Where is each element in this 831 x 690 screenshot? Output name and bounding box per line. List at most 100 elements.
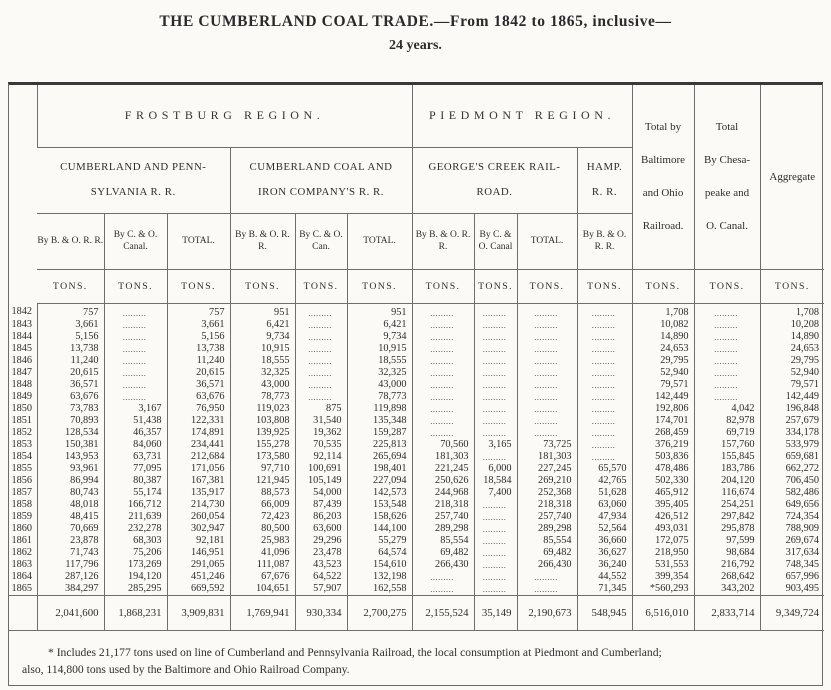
data-cell: 71,743 [36,546,104,559]
data-cell: 162,558 [346,582,413,595]
year-cell: 1858 [11,498,33,510]
empty-cell: ......... [693,342,761,355]
col-header-cci-total: TOTAL. [346,213,413,270]
empty-cell: ......... [473,366,518,379]
table-row: 1849 63,676......... 63,676 78,773.........… [9,390,825,403]
empty-cell: ......... [576,402,633,415]
data-cell: 7,400 [473,486,518,499]
data-cell: 649,656 [759,498,825,511]
empty-cell: ......... [473,303,518,319]
table-row: 1847 20,615......... 20,615 32,325.........… [9,366,825,379]
empty-cell: ......... [693,390,761,403]
table-body: 1842 757......... 757 951......... 951......… [9,303,825,595]
data-cell: 43,000 [229,378,295,391]
data-cell: 250,626 [411,474,475,487]
data-cell: 669,592 [166,582,230,595]
header-line: R. R. [591,186,618,198]
company-header-row: CUMBERLAND AND PENN- SYLVANIA R. R. CUMB… [9,147,824,214]
year-cell: 1847 [11,366,33,378]
data-cell: 82,978 [693,414,761,427]
table-row: 1858 48,018 166,712 214,730 66,009 87,439 153,… [9,498,825,511]
data-cell: 92,181 [166,534,230,547]
data-cell: 3,167 [103,402,167,415]
data-cell: 531,553 [631,558,695,571]
empty-cell: ......... [473,330,518,343]
tons-label: TONS. [759,269,825,304]
data-cell: 80,743 [36,486,104,499]
table-row: 1851 70,893 51,438 122,331 103,808 31,540 135,… [9,414,825,427]
empty-cell: ......... [576,378,633,391]
data-cell: 788,909 [759,522,825,535]
empty-cell: ......... [411,318,475,331]
data-cell: 55,279 [346,534,413,547]
tons-label: TONS. [294,269,347,304]
header-line: ROAD. [476,186,513,198]
region-header-row: FROSTBURG REGION. PIEDMONT REGION. Total… [9,85,825,270]
empty-cell: ......... [576,426,633,439]
empty-cell: ......... [516,330,578,343]
data-cell: 302,947 [166,522,230,535]
data-cell: 84,060 [103,438,167,451]
data-cell: 119,023 [229,402,295,415]
empty-cell: ......... [411,414,475,427]
tons-label: TONS. [411,269,475,304]
empty-cell: ......... [103,303,167,319]
data-cell: 142,573 [346,486,413,499]
data-cell: 334,178 [759,426,825,439]
empty-cell: ......... [576,354,633,367]
data-cell: 86,203 [294,510,347,523]
data-cell: 66,009 [229,498,295,511]
empty-cell: ......... [516,426,578,439]
total-cell: 1,769,941 [229,594,295,631]
title-line-2: 24 years. [389,38,442,53]
table-row: 1842 757......... 757 951......... 951......… [9,303,825,319]
table-header: FROSTBURG REGION. PIEDMONT REGION. Total… [9,85,825,304]
data-cell: 97,710 [229,462,295,475]
data-cell: 79,571 [759,378,825,391]
data-cell: 287,126 [36,570,104,583]
data-cell: 194,120 [103,570,167,583]
data-cell: 11,240 [166,354,230,367]
data-cell: 116,674 [693,486,761,499]
data-cell: 5,156 [36,330,104,343]
data-cell: 155,845 [693,450,761,463]
data-cell: 3,661 [166,318,230,331]
table-row: 1848 36,571......... 36,571 43,000.........… [9,378,825,391]
table-row: 1845 13,738......... 13,738 10,915.........… [9,342,825,355]
data-cell: 65,570 [576,462,633,475]
data-cell: 3,661 [36,318,104,331]
year-cell: 1860 [11,522,33,534]
empty-cell: ......... [473,402,518,415]
data-cell: 153,548 [346,498,413,511]
table-footer: 2,041,600 1,868,231 3,909,831 1,769,941 930,… [9,594,825,631]
header-line: Railroad. [642,219,684,232]
data-cell: 903,495 [759,582,825,595]
page-title: THE CUMBERLAND COAL TRADE.—From 1842 to … [0,0,831,54]
data-cell: 212,684 [166,450,230,463]
data-cell: 266,430 [516,558,578,571]
data-cell: 64,574 [346,546,413,559]
year-cell: 1865 [11,582,33,594]
table-frame: FROSTBURG REGION. PIEDMONT REGION. Total… [8,82,825,686]
data-cell: 225,813 [346,438,413,451]
table-row: 1853 150,381 84,060 234,441 155,278 70,535 225… [9,438,825,451]
col-header-hamp-by-bo-rr: By B. & O. R. R. [576,213,633,270]
empty-cell: ......... [411,366,475,379]
empty-cell: ......... [411,402,475,415]
data-cell: 254,251 [693,498,761,511]
data-cell: 63,600 [294,522,347,535]
data-cell: 25,983 [229,534,295,547]
empty-cell: ......... [473,522,518,535]
col-header-piedmont-region: PIEDMONT REGION. [411,85,633,148]
year-cell: 1861 [11,534,33,546]
empty-cell: ......... [473,534,518,547]
header-line: CUMBERLAND COAL AND [249,161,393,173]
data-cell: 244,968 [411,486,475,499]
empty-cell: ......... [576,330,633,343]
empty-cell: ......... [516,342,578,355]
col-header-cp-by-bo-rr: By B. & O. R. R. [37,213,104,270]
data-cell: 204,120 [693,474,761,487]
empty-cell: ......... [473,582,518,595]
data-cell: 72,423 [229,510,295,523]
table-row: 1844 5,156......... 5,156 9,734......... 9,7… [9,330,825,343]
